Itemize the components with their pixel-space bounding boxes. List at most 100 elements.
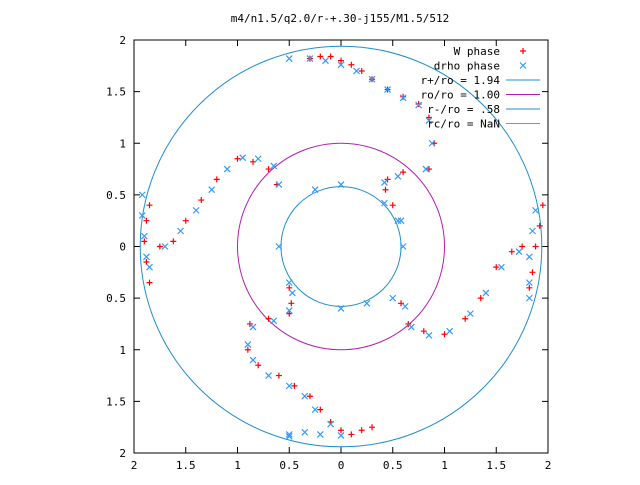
drho-phase-point <box>316 430 324 438</box>
y-tick-label: 1.5 <box>106 395 126 408</box>
drho-phase-point <box>525 279 533 287</box>
legend-label: W phase <box>454 45 500 58</box>
radius-circle <box>139 45 543 448</box>
w-phase-point <box>327 53 334 60</box>
drho-phase-point <box>482 289 490 297</box>
drho-phase-point <box>285 430 293 438</box>
legend-label: ro/ro = 1.00 <box>421 89 500 102</box>
drho-phase-point <box>407 323 415 331</box>
legend-label: rc/ro = NaN <box>427 118 500 131</box>
x-tick-label: 0.5 <box>383 459 403 472</box>
x-tick-label: 1.5 <box>486 459 506 472</box>
y-tick-label: 2 <box>119 447 126 460</box>
w-phase-point <box>425 166 432 173</box>
w-phase-point <box>369 424 376 431</box>
drho-phase-point <box>301 428 309 436</box>
drho-phase-point <box>466 310 474 318</box>
drho-phase-point <box>285 307 293 314</box>
w-phase-point <box>143 258 150 265</box>
drho-phase-point <box>428 139 436 147</box>
w-phase-point <box>398 300 405 307</box>
radius-circle <box>237 142 445 351</box>
w-phase-point <box>425 114 432 121</box>
w-phase-point <box>170 238 177 245</box>
radius-circle <box>280 186 402 307</box>
drho-phase-point <box>239 154 247 162</box>
drho-phase-point <box>177 227 184 235</box>
drho-phase-point <box>425 117 433 124</box>
y-tick-label: 2 <box>119 34 126 47</box>
drho-phase-point <box>327 420 335 428</box>
drho-phase-point <box>288 289 296 297</box>
w-phase-point <box>234 155 241 162</box>
w-phase-point <box>338 427 344 434</box>
y-tick-label: 0.5 <box>106 189 126 202</box>
drho-phase-point <box>322 57 329 65</box>
drho-phase-point <box>525 253 533 261</box>
drho-phase-point <box>192 206 200 214</box>
drho-phase-point <box>254 155 262 163</box>
drho-phase-point <box>394 172 402 180</box>
drho-phase-point <box>146 263 153 271</box>
drho-phase-point <box>140 232 148 240</box>
drho-phase-point <box>337 181 345 188</box>
legend-cross-symbol <box>519 62 527 69</box>
drho-phase-point <box>138 191 146 199</box>
w-phase-point <box>493 264 500 271</box>
y-tick-label: 1.5 <box>106 86 126 99</box>
w-phase-point <box>317 53 324 60</box>
legend-label: drho phase <box>434 60 500 73</box>
w-phase-point <box>539 202 546 209</box>
drho-phase-point <box>397 217 405 225</box>
drho-phase-point <box>208 186 216 194</box>
w-phase-point <box>250 158 257 165</box>
w-phase-point <box>382 186 389 193</box>
drho-phase-point <box>337 305 345 312</box>
drho-phase-point <box>270 317 278 325</box>
w-phase-point <box>477 295 484 302</box>
drho-phase-point <box>285 433 293 440</box>
y-tick-label: 0 <box>119 241 126 254</box>
w-phase-point <box>358 427 365 434</box>
x-tick-label: 2 <box>131 459 138 472</box>
w-phase-point <box>358 67 365 74</box>
drho-phase-point <box>389 294 397 302</box>
y-tick-label: 1 <box>119 137 126 150</box>
drho-phase-point <box>415 101 423 109</box>
drho-phase-point <box>525 294 533 302</box>
drho-phase-point <box>399 243 407 250</box>
legend-label: r+/ro = 1.94 <box>421 74 501 87</box>
w-phase-point <box>420 328 427 335</box>
chart-title: m4/n1.5/q2.0/r-+.30-j155/M1.5/512 <box>231 12 450 25</box>
drho-phase-point <box>301 392 309 400</box>
w-phase-point <box>286 310 293 317</box>
w-phase-point <box>291 382 298 389</box>
w-phase-point <box>275 372 282 379</box>
drho-phase-point <box>529 227 536 235</box>
legend-label: r-/ro = .58 <box>427 103 500 116</box>
drho-phase-point <box>306 55 314 63</box>
drho-phase-point <box>446 327 454 335</box>
w-phase-point <box>415 101 422 108</box>
drho-phase-point <box>285 55 293 63</box>
w-phase-point <box>255 362 262 369</box>
w-phase-point <box>317 406 324 413</box>
w-phase-point <box>156 243 163 250</box>
w-phase-point <box>400 169 407 176</box>
drho-phase-point <box>275 181 283 188</box>
w-phase-point <box>213 176 220 183</box>
drho-phase-point <box>384 86 391 93</box>
drho-phase-point <box>425 331 433 339</box>
w-phase-point <box>338 57 344 64</box>
w-phase-point <box>286 284 293 291</box>
drho-phase-point <box>142 253 150 261</box>
drho-phase-point <box>363 299 371 307</box>
drho-phase-point <box>532 206 540 214</box>
drho-phase-point <box>275 243 283 250</box>
w-phase-point <box>143 217 150 224</box>
w-phase-point <box>288 300 295 307</box>
w-phase-point <box>265 315 272 322</box>
w-phase-point <box>141 238 148 245</box>
